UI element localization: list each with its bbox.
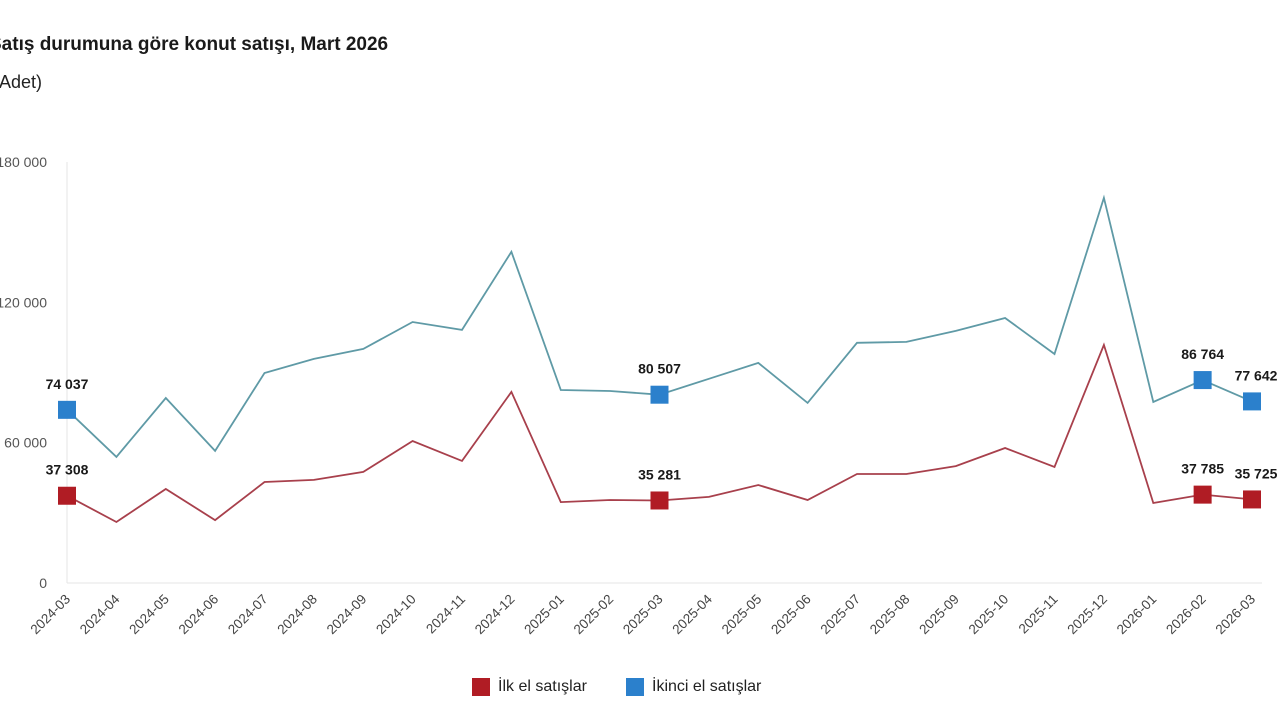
x-tick-label: 2024-06 (176, 592, 222, 638)
x-tick-label: 2026-02 (1163, 592, 1209, 638)
data-label: 80 507 (638, 361, 681, 377)
data-point-marker (1193, 371, 1212, 390)
x-tick-label: 2025-01 (521, 592, 567, 638)
legend-label: İkinci el satışlar (652, 678, 762, 695)
data-point-marker (650, 385, 669, 404)
x-tick-label: 2024-07 (225, 592, 271, 638)
x-tick-label: 2025-08 (867, 592, 913, 638)
data-point-marker (1193, 485, 1212, 504)
x-tick-label: 2024-04 (77, 591, 123, 637)
data-point-marker (1243, 392, 1261, 411)
data-label: 37 785 (1181, 461, 1224, 477)
legend-swatch-ikinci-el (626, 678, 644, 696)
x-tick-label: 2025-05 (719, 592, 765, 638)
x-tick-label: 2024-08 (274, 592, 320, 638)
data-label: 35 281 (638, 466, 681, 482)
x-tick-label: 2024-11 (423, 592, 468, 637)
data-label: 37 308 (46, 462, 89, 478)
legend-label: İlk el satışlar (498, 678, 587, 695)
legend-swatch-ilk-el (472, 678, 490, 696)
x-tick-label: 2024-12 (472, 592, 518, 638)
x-tick-label: 2024-03 (27, 592, 73, 638)
x-tick-label: 2025-04 (669, 591, 715, 637)
x-tick-label: 2026-03 (1212, 592, 1258, 638)
data-label: 74 037 (46, 376, 89, 392)
x-tick-label: 2025-10 (966, 592, 1012, 638)
data-label: 35 725 (1235, 465, 1278, 481)
data-point-marker (58, 400, 76, 419)
data-point-marker (58, 486, 76, 505)
x-tick-label: 2026-01 (1114, 592, 1160, 638)
chart-subtitle: (Adet) (0, 72, 43, 92)
y-tick-label: 60 000 (4, 435, 47, 451)
x-tick-label: 2024-10 (373, 592, 419, 638)
y-tick-label: 0 (39, 575, 47, 591)
x-tick-label: 2025-07 (817, 592, 863, 638)
chart-title: Satış durumuna göre konut satışı, Mart 2… (0, 34, 389, 55)
legend-item-ilk-el: İlk el satışlar (472, 678, 587, 696)
x-tick-label: 2025-11 (1016, 592, 1061, 637)
y-tick-label: 180 000 (0, 154, 47, 170)
x-tick-label: 2025-09 (916, 592, 962, 638)
data-point-marker (650, 491, 669, 510)
x-tick-label: 2025-02 (571, 592, 617, 638)
data-point-marker (1243, 490, 1261, 509)
x-tick-label: 2025-06 (768, 592, 814, 638)
x-tick-label: 2024-09 (324, 592, 370, 638)
x-tick-label: 2025-03 (620, 592, 666, 638)
x-tick-label: 2025-12 (1064, 592, 1110, 638)
x-tick-label: 2024-05 (126, 592, 172, 638)
data-label: 86 764 (1181, 346, 1224, 362)
data-label: 77 642 (1235, 367, 1278, 383)
y-tick-label: 120 000 (0, 294, 47, 310)
legend-item-ikinci-el: İkinci el satışlar (626, 678, 761, 696)
